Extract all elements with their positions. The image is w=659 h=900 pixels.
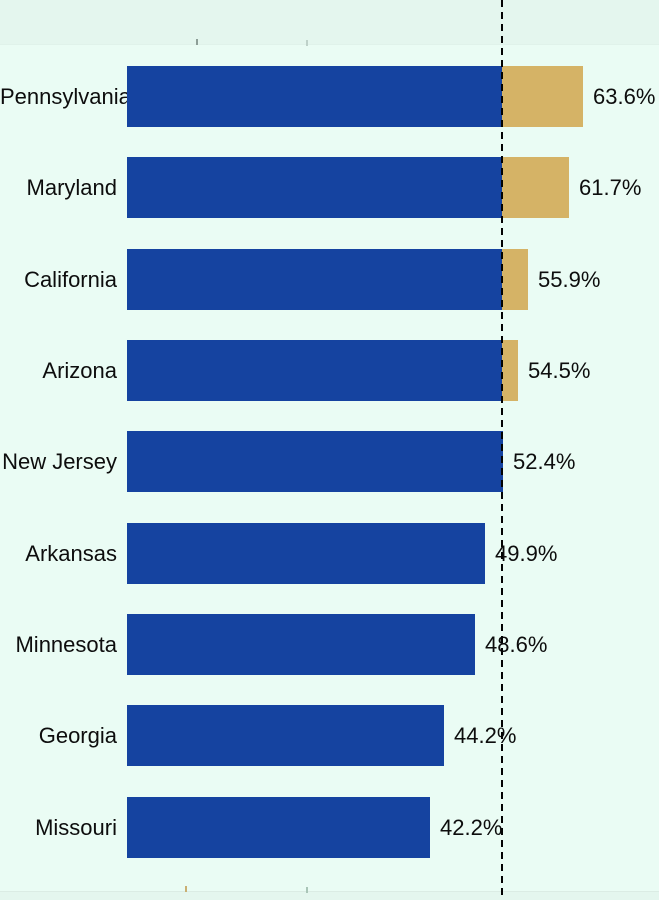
bar-segment-above-line xyxy=(502,340,518,401)
bar-row: Missouri 42.2% xyxy=(0,797,659,858)
value-label: 52.4% xyxy=(513,449,576,474)
bar xyxy=(127,705,444,766)
bar xyxy=(127,340,518,401)
bar xyxy=(127,523,485,584)
value-label: 63.6% xyxy=(593,84,656,109)
bar-segment-above-line xyxy=(502,157,569,218)
category-label: Arizona xyxy=(42,358,117,383)
axis-tick-top-1 xyxy=(196,39,198,45)
bar xyxy=(127,157,569,218)
axis-tick-bottom-2 xyxy=(306,887,308,893)
bar-row: New Jersey 52.4% xyxy=(0,431,659,492)
category-label: New Jersey xyxy=(2,449,117,474)
category-label: Pennsylvania xyxy=(0,84,131,109)
axis-tick-bottom-1 xyxy=(185,886,187,892)
bar-row: Arizona 54.5% xyxy=(0,340,659,401)
value-label: 54.5% xyxy=(528,358,591,383)
bar-row: Georgia 44.2% xyxy=(0,705,659,766)
bar xyxy=(127,249,528,310)
bar-row: Maryland 61.7% xyxy=(0,157,659,218)
category-label: Missouri xyxy=(35,815,117,840)
axis-tick-top-2 xyxy=(306,40,308,46)
bar xyxy=(127,614,475,675)
category-label: Minnesota xyxy=(15,632,117,657)
value-label: 44.2% xyxy=(454,723,517,748)
bar-row: California 55.9% xyxy=(0,249,659,310)
value-label: 61.7% xyxy=(579,175,642,200)
category-label: California xyxy=(24,267,117,292)
bar xyxy=(127,66,583,127)
bar-segment-above-line xyxy=(502,249,528,310)
plot-bottom-border xyxy=(0,891,659,892)
bar xyxy=(127,431,503,492)
reference-dashed-line xyxy=(501,0,503,900)
category-label: Georgia xyxy=(38,723,117,748)
bar-row: Minnesota 48.6% xyxy=(0,614,659,675)
value-label: 42.2% xyxy=(440,815,503,840)
bar-row: Pennsylvania 63.6% xyxy=(0,66,659,127)
bar xyxy=(127,797,430,858)
value-label: 48.6% xyxy=(485,632,548,657)
value-label: 55.9% xyxy=(538,267,601,292)
bar-segment-above-line xyxy=(502,66,583,127)
bar-row: Arkansas 49.9% xyxy=(0,523,659,584)
category-label: Maryland xyxy=(26,175,117,200)
value-label: 49.9% xyxy=(495,541,558,566)
category-label: Arkansas xyxy=(25,541,117,566)
plot-top-border xyxy=(0,44,659,45)
